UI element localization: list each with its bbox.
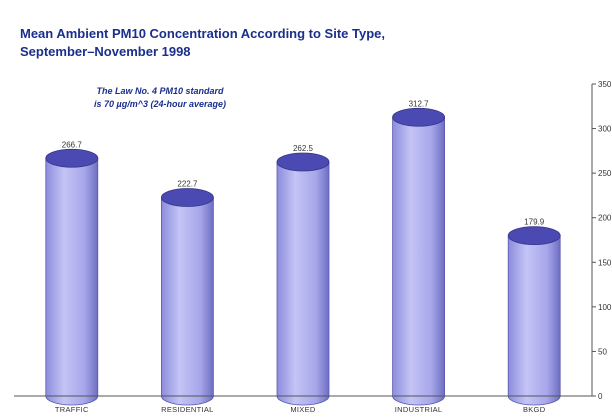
x-tick-label: INDUSTRIAL — [395, 405, 443, 414]
bar: 312.7 — [392, 99, 446, 406]
bar: 222.7 — [160, 179, 214, 406]
bars-layer: 266.7 222.7 262.5 312.7 179.9 — [45, 99, 561, 406]
x-axis-labels: TRAFFIC RESIDENTIAL MIXED INDUSTRIAL BKGD — [55, 405, 546, 414]
bar-body — [161, 197, 214, 406]
bar-body — [507, 235, 561, 406]
data-label: 179.9 — [524, 218, 545, 227]
y-tick-label: 0 — [598, 392, 603, 401]
y-tick-label: 350 — [598, 80, 612, 89]
y-tick-label: 200 — [598, 214, 612, 223]
bar-top — [507, 226, 561, 246]
y-tick-label: 150 — [598, 258, 612, 267]
data-label: 262.5 — [293, 144, 314, 153]
data-label: 312.7 — [409, 99, 430, 108]
bar: 266.7 — [45, 140, 99, 406]
y-axis: 0 50 100 150 200 250 300 350 — [14, 80, 612, 401]
bar-top — [276, 152, 330, 172]
x-tick-label: TRAFFIC — [55, 405, 89, 414]
y-tick-label: 300 — [598, 125, 612, 134]
annotation-line1: The Law No. 4 PM10 standard — [96, 86, 224, 96]
bar: 262.5 — [276, 144, 330, 406]
y-tick-label: 50 — [598, 347, 607, 356]
data-label: 266.7 — [62, 140, 83, 149]
bar-body — [276, 161, 330, 406]
data-label: 222.7 — [177, 179, 198, 188]
y-tick-label: 100 — [598, 303, 612, 312]
x-tick-label: RESIDENTIAL — [161, 405, 213, 414]
x-tick-label: BKGD — [523, 405, 546, 414]
bar-top — [392, 107, 446, 127]
x-tick-label: MIXED — [290, 405, 316, 414]
bar-top — [45, 148, 99, 168]
annotation-line2: is 70 µg/m^3 (24-hour average) — [94, 99, 226, 109]
bar-body — [392, 116, 445, 406]
bar-body — [45, 157, 99, 406]
chart-title-line2: September–November 1998 — [20, 44, 191, 59]
bar-top — [160, 188, 214, 207]
bar: 179.9 — [507, 218, 561, 406]
chart-title-line1: Mean Ambient PM10 Concentration Accordin… — [20, 26, 385, 41]
y-tick-label: 250 — [598, 169, 612, 178]
